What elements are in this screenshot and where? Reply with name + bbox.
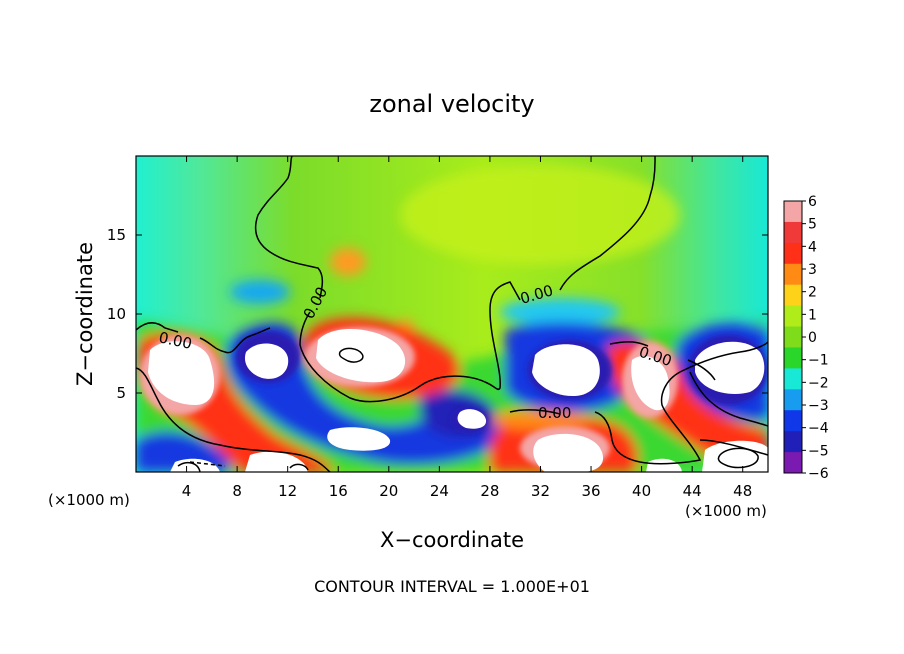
contour-small-loop [338,347,364,363]
colorbar-swatch [784,347,802,369]
zero-contours [136,156,768,472]
colorbar-swatch [784,326,802,348]
chart-title: zonal velocity [369,90,534,118]
x-unit-label-left: (×1000 m) [48,491,130,509]
contour-interval-footer: CONTOUR INTERVAL = 1.000E+01 [314,577,590,596]
colorbar-tick-label: 6 [808,194,817,210]
core-sw [245,451,308,472]
contour-middle [299,156,656,403]
core-cyclone-west [244,343,289,379]
field-cyan-blob-2 [500,298,620,326]
y-axis-ticks: 5 10 15 [107,226,768,402]
y-tick-label: 15 [107,226,126,244]
core-south [533,433,604,472]
colorbar-swatch [784,305,802,328]
contour-east-2 [699,439,768,456]
colorbar-swatch [784,201,802,223]
x-tick-label: 28 [480,482,499,500]
core-low-west [170,458,220,472]
colorbar-tick-label: −4 [808,421,829,437]
contour-se-loop [717,447,759,469]
y-tick-label: 10 [107,305,126,323]
colorbar-swatch [784,284,802,307]
contour-east [689,371,768,427]
colorbar: 6 5 4 3 2 1 0 −1 −2 −3 −4 −5 −6 [783,194,829,482]
x-tick-label: 48 [733,482,752,500]
core-west [148,341,215,405]
colorbar-swatch [784,263,802,286]
plot-area: 0.00 0.00 0.00 0.00 0.00 [136,156,768,472]
field-smooth-layer [136,165,768,472]
contour-lower [136,341,768,472]
colorbar-swatch [784,431,802,453]
colorbar-swatch [784,389,802,411]
x-axis-label: X−coordinate [380,528,524,552]
x-axis-ticks: 4 8 12 16 20 24 28 32 36 40 44 48 [182,156,752,500]
x-tick-label: 36 [581,482,600,500]
core-cyclone-east [695,341,765,394]
contour-dash-1 [189,461,226,467]
x-unit-label-right: (×1000 m) [685,502,767,520]
core-low-east [646,458,682,472]
field-yellow-patch [400,165,680,265]
x-tick-label: 12 [278,482,297,500]
y-axis-label: Z−coordinate [73,242,97,386]
field-cyan-blob [230,280,290,304]
x-tick-label: 16 [329,482,348,500]
x-tick-label: 32 [531,482,550,500]
x-tick-label: 4 [182,482,192,500]
contour-upper [136,156,324,354]
contour-mid-low [289,463,309,471]
x-tick-label: 8 [232,482,242,500]
colorbar-tick-label: −2 [808,375,829,391]
colorbar-swatch [784,410,802,432]
colorbar-tick-label: 4 [808,239,817,255]
core-center [316,329,406,383]
contour-label: 0.00 [538,404,571,422]
colorbar-swatch [784,452,802,474]
core-small-mid [457,409,487,429]
field-orange-south [490,410,590,430]
colorbar-tick-label: −1 [808,353,829,369]
core-low-mid [327,427,391,451]
colorbar-tick-label: 3 [808,262,817,278]
saturated-cores [148,329,768,472]
core-cyclone-center [532,344,600,397]
field-orange-blob [330,248,366,276]
colorbar-tick-label: −5 [808,443,829,459]
x-tick-label: 44 [683,482,702,500]
colorbar-tick-label: 1 [808,307,817,323]
colorbar-tick-label: 0 [808,330,817,346]
colorbar-tick-label: −6 [808,466,829,482]
colorbar-tick-label: −3 [808,398,829,414]
x-tick-label: 40 [632,482,651,500]
x-tick-label: 20 [379,482,398,500]
contour-sw-loop [177,461,201,472]
colorbar-tick-label: 2 [808,285,817,301]
colorbar-swatch [784,221,802,244]
core-se [702,440,768,472]
colorbar-tick-label: 5 [808,217,817,233]
colorbar-swatch [784,242,802,265]
colorbar-swatch [784,368,802,390]
core-east [631,356,670,411]
y-tick-label: 5 [116,384,126,402]
x-tick-label: 24 [430,482,449,500]
